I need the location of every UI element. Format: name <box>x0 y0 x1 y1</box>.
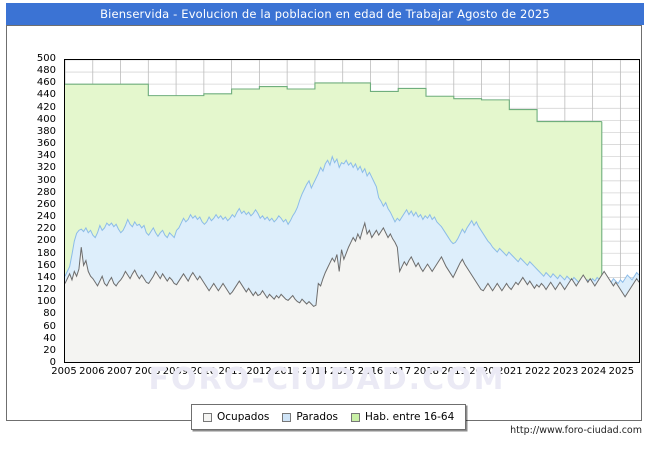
y-tick-label: 340 <box>36 150 56 162</box>
y-tick-label: 320 <box>36 162 56 174</box>
x-tick-label: 2011 <box>218 366 244 377</box>
x-tick-label: 2017 <box>385 366 412 377</box>
legend-label: Parados <box>296 411 338 423</box>
x-tick-label: 2015 <box>329 366 356 377</box>
page-title: Bienservida - Evolucion de la poblacion … <box>100 7 550 21</box>
x-tick-label: 2008 <box>134 366 161 377</box>
x-tick-label: 2014 <box>302 366 328 377</box>
legend-label: Ocupados <box>217 411 270 423</box>
y-tick-label: 160 <box>36 259 56 271</box>
chart-canvas <box>65 60 639 362</box>
series-line-ocupados <box>65 223 639 306</box>
y-tick-label: 0 <box>49 357 56 368</box>
chart-frame: 500 480 460 440 420 400 380 360 340 320 300 280 260 2… <box>6 25 642 430</box>
x-tick-label: 2006 <box>79 366 105 377</box>
y-tick-label: 300 <box>36 174 56 186</box>
y-axis-labels: 500 480 460 440 420 400 380 360 340 320 300 280 260 2… <box>7 54 60 368</box>
x-tick-label: 2005 <box>51 366 77 377</box>
x-tick-label: 2007 <box>106 366 133 377</box>
y-tick-label: 100 <box>36 296 56 308</box>
series-line-hab-16-64 <box>65 83 602 122</box>
y-tick-label: 380 <box>36 125 56 137</box>
y-tick-label: 240 <box>36 211 56 223</box>
y-tick-label: 480 <box>36 65 56 77</box>
plot-area <box>64 59 640 363</box>
x-tick-label: 2013 <box>274 366 300 377</box>
y-tick-label: 280 <box>36 186 56 198</box>
x-tick-label: 2025 <box>608 366 635 377</box>
source-url: http://www.foro-ciudad.com <box>510 425 642 436</box>
y-tick-label: 40 <box>43 332 56 344</box>
legend-swatch-icon <box>350 412 360 422</box>
x-tick-label: 2018 <box>413 366 439 377</box>
y-tick-label: 120 <box>36 284 56 296</box>
y-tick-label: 420 <box>36 101 56 113</box>
series-line-parados <box>65 157 639 284</box>
y-tick-label: 220 <box>36 223 56 235</box>
x-tick-label: 2016 <box>357 366 384 377</box>
legend-item[interactable]: Ocupados <box>203 411 269 423</box>
legend-item[interactable]: Parados <box>282 411 338 423</box>
y-tick-label: 360 <box>36 138 56 150</box>
y-tick-label: 60 <box>43 320 56 332</box>
y-tick-label: 260 <box>36 198 56 210</box>
x-tick-label: 2023 <box>552 366 579 377</box>
x-tick-label: 2019 <box>441 366 467 377</box>
y-tick-label: 400 <box>36 113 56 125</box>
legend-swatch-icon <box>203 412 212 422</box>
y-tick-label: 460 <box>36 77 56 89</box>
legend-swatch-icon <box>282 412 292 422</box>
series-area-ocupados <box>65 223 639 362</box>
legend-label: Hab. entre 16-64 <box>364 411 455 423</box>
y-tick-label: 440 <box>36 89 56 101</box>
x-tick-label: 2021 <box>497 366 523 377</box>
y-tick-label: 140 <box>36 271 56 283</box>
y-tick-label: 80 <box>43 308 56 320</box>
x-tick-label: 2020 <box>469 366 495 377</box>
x-tick-label: 2012 <box>246 366 272 377</box>
x-tick-label: 2010 <box>190 366 217 377</box>
title-bar: Bienservida - Evolucion de la poblacion … <box>6 3 644 25</box>
x-tick-label: 2024 <box>580 366 607 377</box>
y-tick-label: 200 <box>36 235 56 247</box>
x-tick-label: 2022 <box>524 366 551 377</box>
legend-item[interactable]: Hab. entre 16-64 <box>350 411 455 423</box>
x-tick-label: 2009 <box>162 366 189 377</box>
y-tick-label: 20 <box>43 344 56 356</box>
y-tick-label: 180 <box>36 247 56 259</box>
chart-legend: Ocupados Parados Hab. entre 16-64 <box>191 404 467 430</box>
x-axis-labels: 2005 2006 2007 2008 2009 2010 2011 2012 2013 2014… <box>51 366 640 382</box>
y-tick-label: 500 <box>36 53 56 64</box>
